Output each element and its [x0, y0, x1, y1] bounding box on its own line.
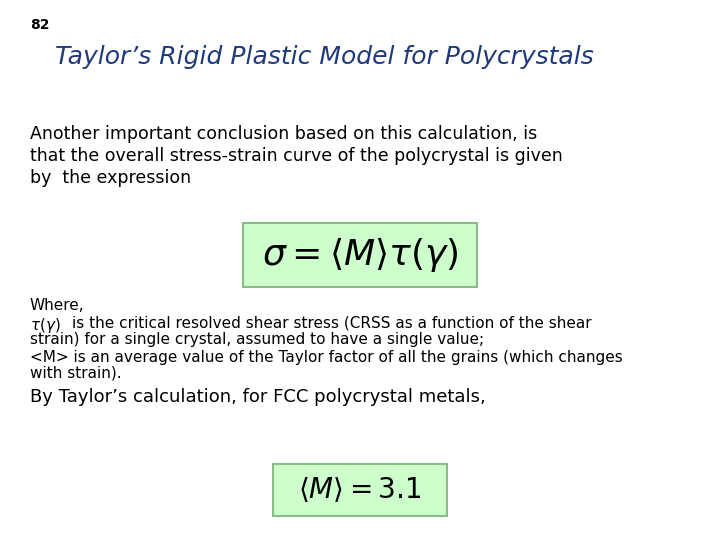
- FancyBboxPatch shape: [243, 223, 477, 287]
- Text: strain) for a single crystal, assumed to have a single value;: strain) for a single crystal, assumed to…: [30, 332, 484, 347]
- Text: by  the expression: by the expression: [30, 169, 191, 187]
- Text: Taylor’s Rigid Plastic Model for Polycrystals: Taylor’s Rigid Plastic Model for Polycry…: [55, 45, 594, 69]
- Text: with strain).: with strain).: [30, 366, 122, 381]
- Text: $\langle M \rangle =  3.1$: $\langle M \rangle = 3.1$: [298, 476, 422, 504]
- FancyBboxPatch shape: [273, 464, 447, 516]
- Text: $\tau(\gamma)$: $\tau(\gamma)$: [30, 316, 60, 335]
- Text: $\sigma = \langle M \rangle \tau(\gamma)$: $\sigma = \langle M \rangle \tau(\gamma)…: [261, 235, 459, 274]
- Text: Another important conclusion based on this calculation, is: Another important conclusion based on th…: [30, 125, 537, 143]
- Text: <M> is an average value of the Taylor factor of all the grains (which changes: <M> is an average value of the Taylor fa…: [30, 350, 623, 365]
- Text: By Taylor’s calculation, for FCC polycrystal metals,: By Taylor’s calculation, for FCC polycry…: [30, 388, 486, 406]
- Text: Where,: Where,: [30, 298, 85, 313]
- Text: 82: 82: [30, 18, 50, 32]
- Text: is the critical resolved shear stress (CRSS as a function of the shear: is the critical resolved shear stress (C…: [72, 316, 592, 331]
- Text: that the overall stress-strain curve of the polycrystal is given: that the overall stress-strain curve of …: [30, 147, 563, 165]
